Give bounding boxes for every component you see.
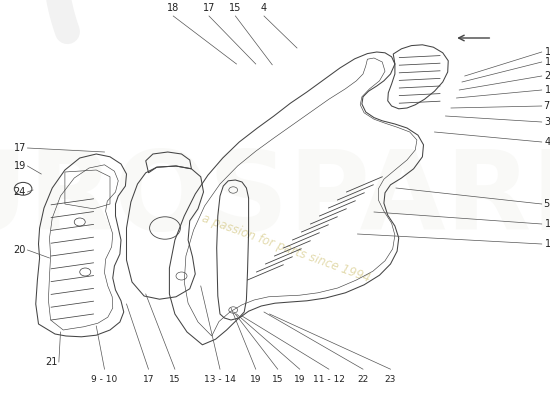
Text: 15: 15 — [544, 239, 550, 249]
Text: 17: 17 — [203, 3, 215, 13]
Text: 16: 16 — [544, 57, 550, 67]
Text: 2: 2 — [544, 71, 550, 81]
Text: 18: 18 — [167, 3, 179, 13]
Text: 24: 24 — [14, 187, 26, 197]
Text: 17: 17 — [14, 143, 26, 153]
Text: 17: 17 — [544, 219, 550, 229]
Text: 15: 15 — [169, 375, 180, 384]
Text: 4: 4 — [261, 3, 267, 13]
Text: EUROSPARES: EUROSPARES — [0, 146, 550, 254]
Text: 16: 16 — [544, 47, 550, 57]
Text: 23: 23 — [385, 375, 396, 384]
Text: 20: 20 — [14, 245, 26, 255]
Text: 9 - 10: 9 - 10 — [91, 375, 118, 384]
Text: 17: 17 — [143, 375, 154, 384]
Text: 19: 19 — [294, 375, 305, 384]
Text: 15: 15 — [229, 3, 241, 13]
Text: a passion for parts since 1994: a passion for parts since 1994 — [200, 212, 372, 284]
Text: 15: 15 — [272, 375, 283, 384]
Text: 5 - 6: 5 - 6 — [544, 199, 550, 209]
Text: 4: 4 — [544, 137, 550, 147]
Text: 1: 1 — [544, 85, 550, 95]
Text: 19: 19 — [14, 161, 26, 171]
Text: 13 - 14: 13 - 14 — [204, 375, 236, 384]
Text: 11 - 12: 11 - 12 — [313, 375, 345, 384]
Text: 21: 21 — [45, 357, 57, 367]
Text: 22: 22 — [358, 375, 368, 384]
Text: 7 - 8: 7 - 8 — [544, 101, 550, 111]
Text: 19: 19 — [250, 375, 261, 384]
Text: 3: 3 — [544, 117, 550, 127]
